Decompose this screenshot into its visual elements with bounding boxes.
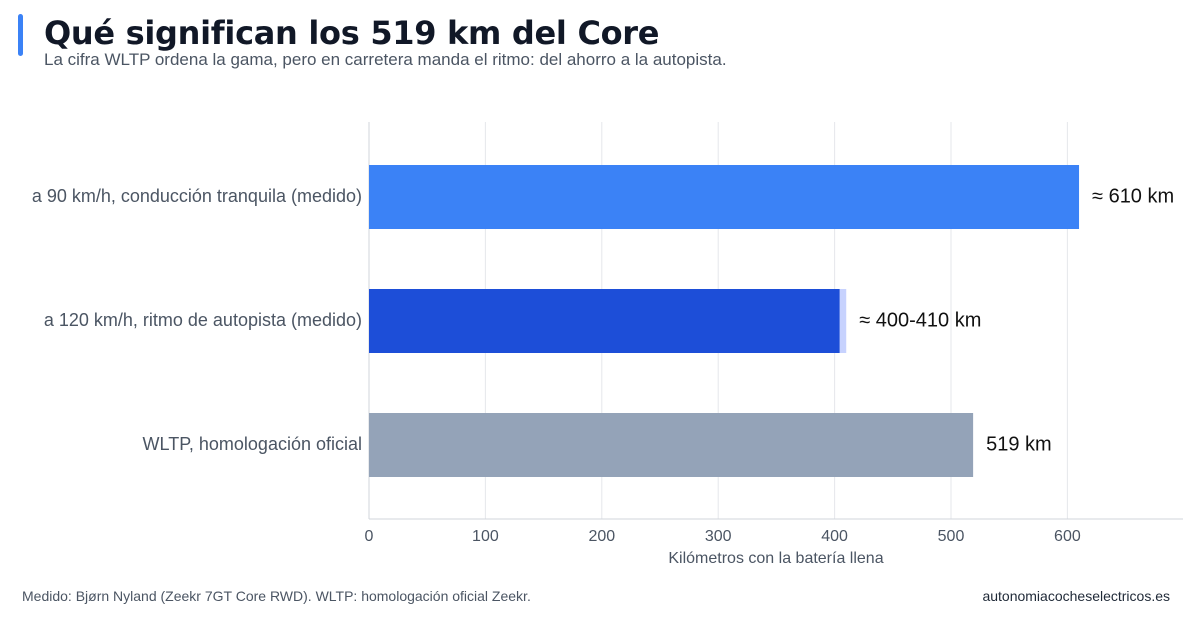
bar-range-2 (834, 289, 847, 353)
x-tick-label-300: 300 (705, 528, 732, 545)
value-label-2: ≈ 400-410 km (859, 309, 981, 331)
category-label-1: a 90 km/h, conducción tranquila (medido) (32, 186, 362, 206)
x-tick-label-0: 0 (365, 528, 374, 545)
x-tick-label-100: 100 (472, 528, 499, 545)
category-label-2: a 120 km/h, ritmo de autopista (medido) (44, 310, 362, 330)
value-label-3: 519 km (986, 433, 1052, 455)
chart-subtitle: La cifra WLTP ordena la gama, pero en ca… (44, 50, 727, 69)
bar-2 (369, 289, 840, 353)
x-tick-label-400: 400 (821, 528, 848, 545)
bar-1 (369, 165, 1080, 229)
value-label-1: ≈ 610 km (1092, 185, 1174, 207)
title-accent-bar (18, 14, 23, 56)
x-tick-label-200: 200 (588, 528, 615, 545)
site-credit: autonomiacocheselectricos.es (982, 588, 1170, 604)
chart-title: Qué significan los 519 km del Core (44, 14, 660, 52)
category-label-3: WLTP, homologación oficial (143, 434, 362, 454)
source-note: Medido: Bjørn Nyland (Zeekr 7GT Core RWD… (22, 588, 531, 604)
bar-3 (369, 413, 974, 477)
x-tick-label-600: 600 (1054, 528, 1081, 545)
x-tick-label-500: 500 (938, 528, 965, 545)
x-axis-title: Kilómetros con la batería llena (668, 550, 883, 567)
